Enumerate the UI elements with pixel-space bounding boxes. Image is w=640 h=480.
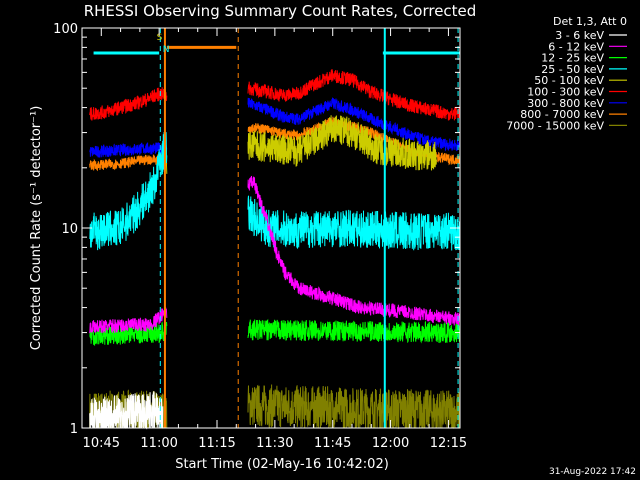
series-line <box>247 384 461 430</box>
chart-title: RHESSI Observing Summary Count Rates, Co… <box>84 2 477 20</box>
flag-letter-s: S <box>157 33 163 43</box>
flag-letter-n: N <box>163 45 170 55</box>
series-line <box>89 132 168 251</box>
series-line <box>247 68 461 121</box>
axes: 10:45 11:00 11:15 11:30 11:45 12:00 12:15 1 10 10… <box>53 22 467 451</box>
legend-header: Det 1,3, Att 0 <box>553 15 627 28</box>
y-tick-label: 100 <box>53 22 78 37</box>
x-tick-label: 12:00 <box>372 436 409 451</box>
legend-label: 800 - 7000 keV <box>520 108 604 121</box>
legend-label: 50 - 100 keV <box>534 74 604 87</box>
legend-label: 25 - 50 keV <box>541 63 604 76</box>
y-tick-label: 1 <box>70 422 78 437</box>
series-line <box>89 307 168 334</box>
x-tick-label: 11:15 <box>198 436 235 451</box>
legend-label: 3 - 6 keV <box>555 29 604 42</box>
legend-label: 100 - 300 keV <box>527 86 604 99</box>
legend-label: 6 - 12 keV <box>548 40 604 53</box>
series-line <box>247 318 461 344</box>
y-tick-label: 10 <box>61 222 78 237</box>
series-line <box>247 195 461 251</box>
x-tick-label: 12:15 <box>430 436 467 451</box>
series-line <box>247 115 438 171</box>
series-line <box>247 97 461 152</box>
legend-label: 300 - 800 keV <box>527 97 604 110</box>
series-line <box>89 87 168 121</box>
series-line <box>89 154 168 172</box>
legend-label: 12 - 25 keV <box>541 52 604 65</box>
y-axis-label: Corrected Count Rate (s⁻¹ detector⁻¹) <box>29 106 44 351</box>
x-tick-label: 11:00 <box>140 436 177 451</box>
series-line <box>89 321 168 346</box>
x-tick-label: 10:45 <box>83 436 120 451</box>
x-tick-label: 11:30 <box>256 436 293 451</box>
footer-timestamp: 31-Aug-2022 17:42 <box>549 467 636 477</box>
x-tick-label: 11:45 <box>314 436 351 451</box>
legend-label: 7000 - 15000 keV <box>506 119 604 132</box>
series-line <box>89 142 168 158</box>
x-axis-label: Start Time (02-May-16 10:42:02) <box>175 457 389 472</box>
series-line <box>247 175 461 326</box>
